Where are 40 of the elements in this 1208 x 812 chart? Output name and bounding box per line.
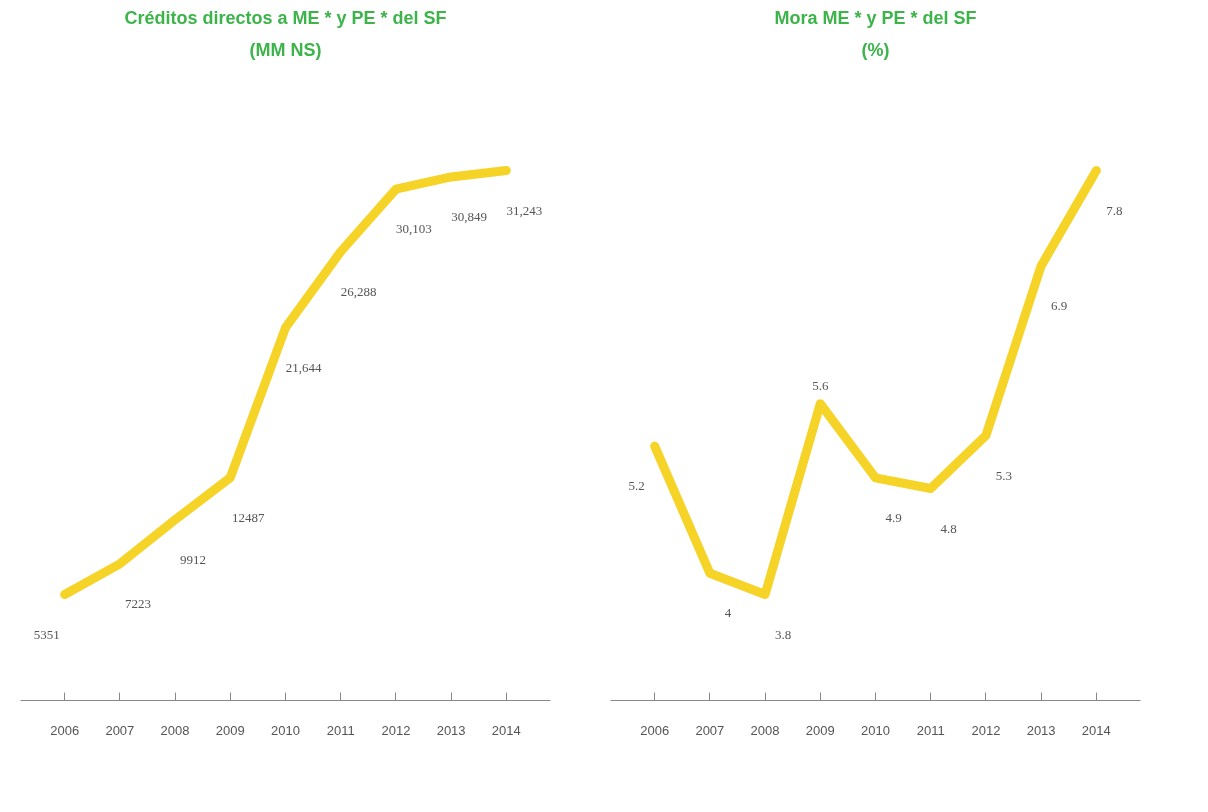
x-tick-label: 2009 (215, 722, 245, 738)
data-label: 5351 (33, 626, 60, 642)
data-label: 7.8 (1106, 202, 1123, 218)
chart-title: Mora ME * y PE * del SF (774, 7, 977, 28)
x-tick-label: 2011 (326, 722, 355, 738)
x-tick-label: 2007 (105, 722, 135, 738)
data-label: 30,849 (451, 208, 487, 224)
x-tick-label: 2011 (916, 722, 945, 738)
x-tick-label: 2012 (971, 722, 1001, 738)
data-label: 7223 (124, 595, 151, 611)
data-label: 4.9 (885, 509, 902, 525)
data-label: 30,103 (396, 221, 432, 237)
x-tick-label: 2010 (271, 722, 300, 738)
data-label: 12487 (232, 509, 266, 525)
x-tick-label: 2006 (640, 722, 670, 738)
x-tick-label: 2013 (1026, 722, 1056, 738)
chart-subtitle: (MM NS) (249, 39, 322, 60)
x-tick-label: 2008 (750, 722, 780, 738)
chart-subtitle: (%) (861, 39, 890, 60)
x-tick-label: 2008 (160, 722, 190, 738)
data-label: 31,243 (506, 202, 543, 218)
data-label: 4 (724, 605, 732, 621)
x-tick-label: 2014 (1081, 722, 1111, 738)
data-label: 3.8 (774, 626, 792, 642)
data-label: 26,288 (340, 283, 377, 299)
data-label: 5.6 (812, 377, 829, 393)
x-tick-label: 2007 (695, 722, 725, 738)
x-tick-label: 2012 (381, 722, 411, 738)
x-tick-label: 2006 (50, 722, 80, 738)
data-label: 5.2 (628, 478, 645, 494)
data-label: 4.8 (940, 520, 957, 536)
data-label: 9912 (180, 551, 207, 567)
chart-title: Créditos directos a ME * y PE * del SF (124, 7, 447, 28)
x-tick-label: 2013 (436, 722, 466, 738)
x-tick-label: 2014 (491, 722, 521, 738)
x-tick-label: 2010 (861, 722, 890, 738)
data-label: 21,644 (285, 359, 322, 375)
data-label: 5.3 (995, 467, 1013, 483)
x-tick-label: 2009 (805, 722, 835, 738)
data-label: 6.9 (1051, 297, 1068, 313)
